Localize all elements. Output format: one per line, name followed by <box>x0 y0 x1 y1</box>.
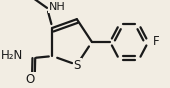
Text: S: S <box>74 59 81 72</box>
Text: O: O <box>26 73 35 86</box>
Text: NH: NH <box>49 2 66 12</box>
Text: F: F <box>153 35 160 48</box>
Text: H₂N: H₂N <box>1 49 23 62</box>
